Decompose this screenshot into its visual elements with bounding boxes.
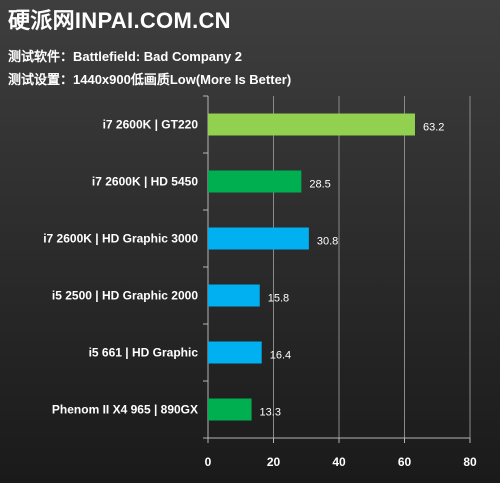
bar [208, 284, 260, 307]
value-label: 13.3 [260, 407, 281, 419]
x-tick-label: 0 [205, 455, 212, 469]
x-tick-label: 80 [463, 455, 477, 469]
x-tick-label: 60 [398, 455, 412, 469]
value-label: 63.2 [423, 122, 444, 134]
value-label: 28.5 [309, 179, 330, 191]
bar [208, 227, 309, 250]
bars [208, 113, 415, 421]
chart-axes [203, 95, 471, 443]
x-tick-label: 40 [332, 455, 346, 469]
bar [208, 170, 302, 193]
category-label: Phenom II X4 965 | 890GX [52, 403, 198, 417]
x-tick-label: 20 [267, 455, 281, 469]
bar [208, 398, 252, 421]
labels: 0 20 40 60 80 i7 2600K | GT220 63.2 i7 2600K | … [43, 118, 477, 470]
value-label: 15.8 [268, 293, 289, 305]
site-title: 硬派网INPAI.COM.CN [8, 8, 231, 33]
value-label: 30.8 [317, 236, 338, 248]
bar [208, 113, 415, 136]
category-label: i5 2500 | HD Graphic 2000 [52, 289, 198, 303]
test-settings-line: 测试设置：1440x900低画质Low(More Is Better) [8, 72, 292, 87]
category-label: i7 2600K | HD Graphic 3000 [43, 232, 198, 246]
value-label: 16.4 [270, 350, 291, 362]
category-label: i7 2600K | HD 5450 [92, 175, 198, 189]
category-label: i5 661 | HD Graphic [89, 346, 199, 360]
test-software-line: 测试软件：Battlefield: Bad Company 2 [8, 49, 243, 64]
bar [208, 341, 262, 364]
category-label: i7 2600K | GT220 [103, 118, 199, 132]
grid-lines [273, 96, 471, 438]
